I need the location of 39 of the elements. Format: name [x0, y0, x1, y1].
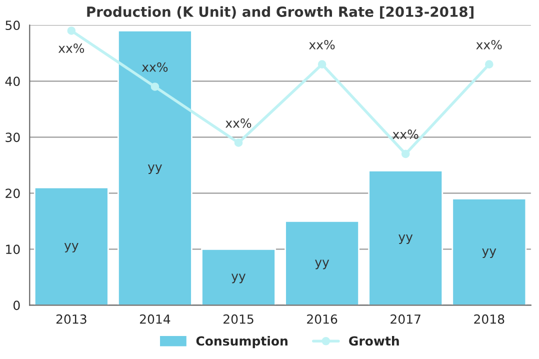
x-tick-label: 2013	[56, 314, 86, 324]
data-label: xx%	[309, 40, 335, 50]
bar	[201, 248, 276, 306]
chart-title: Production (K Unit) and Growth Rate [2013-2018]	[87, 6, 474, 19]
x-tick-label: 2017	[390, 314, 420, 324]
bar	[368, 170, 444, 306]
bar	[452, 198, 527, 306]
bar	[118, 30, 192, 306]
data-label: xx%	[58, 43, 84, 53]
y-tick-label: 20	[6, 188, 20, 198]
data-label: xx%	[476, 40, 502, 50]
legend-label: Consumption	[196, 336, 288, 348]
data-label: yy	[64, 242, 78, 252]
bar	[34, 186, 109, 306]
point	[401, 150, 410, 158]
data-label: yy	[315, 260, 330, 270]
data-label: yy	[398, 234, 413, 244]
x-tick-label: 2016	[307, 314, 338, 324]
point	[234, 138, 243, 147]
legend-label: Growth	[349, 336, 399, 346]
data-label: yy	[148, 164, 162, 174]
data-label: yy	[482, 248, 496, 258]
data-label: yy	[231, 274, 246, 284]
point	[318, 60, 326, 68]
point	[67, 26, 76, 35]
data-label: xx%	[392, 130, 418, 140]
y-tick-label: 50	[6, 20, 20, 30]
y-tick-label: 0	[13, 300, 20, 310]
x-tick-label: 2014	[140, 314, 170, 324]
point	[150, 82, 160, 91]
point	[484, 60, 494, 68]
bar	[284, 220, 360, 306]
data-label: xx%	[142, 62, 168, 72]
data-label: xx%	[226, 118, 252, 128]
x-tick-label: 2018	[474, 314, 504, 324]
x-tick-label: 2015	[224, 314, 254, 324]
y-tick-label: 30	[6, 132, 20, 142]
y-tick-label: 40	[5, 76, 20, 86]
y-tick-label: 10	[6, 244, 20, 254]
